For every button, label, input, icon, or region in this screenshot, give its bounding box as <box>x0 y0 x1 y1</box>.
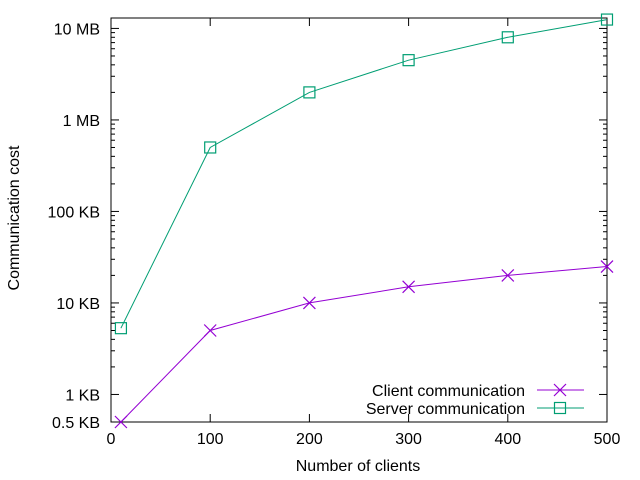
legend-label: Server communication <box>366 401 525 418</box>
y-tick-label: 0.5 KB <box>52 415 100 432</box>
data-point <box>501 268 515 282</box>
x-tick-label: 0 <box>107 431 116 448</box>
data-point <box>204 141 217 154</box>
x-axis-ticks: 0 100 200 300 400 500 <box>107 18 621 448</box>
x-tick-label: 500 <box>594 431 621 448</box>
x-tick-label: 400 <box>494 431 521 448</box>
data-point <box>402 280 416 294</box>
x-tick-label: 200 <box>296 431 323 448</box>
y-tick-label: 10 MB <box>54 21 100 38</box>
y-tick-label: 100 KB <box>48 204 100 221</box>
y-tick-label: 10 KB <box>56 296 100 313</box>
x-tick-label: 300 <box>395 431 422 448</box>
series-server <box>114 13 614 335</box>
data-point <box>303 86 316 99</box>
x-tick-label: 100 <box>197 431 224 448</box>
series-client <box>114 260 614 429</box>
x-axis-title: Number of clients <box>296 458 421 475</box>
data-point <box>203 324 217 337</box>
data-point <box>114 415 128 429</box>
data-point <box>600 260 614 273</box>
plot-border <box>110 17 608 423</box>
plot-frame <box>110 17 608 423</box>
y-tick-label: 1 MB <box>63 113 100 130</box>
data-point <box>302 296 316 310</box>
data-point <box>501 31 514 44</box>
data-point <box>600 13 614 26</box>
y-axis-title: Communication cost <box>6 145 23 291</box>
y-axis-ticks: 0.5 KB 1 KB 10 KB 100 KB 1 MB 10 MB <box>48 21 607 432</box>
legend-label: Client communication <box>372 383 525 400</box>
legend-swatch-marker <box>553 383 567 397</box>
series-line <box>120 266 608 423</box>
series-line <box>120 19 608 329</box>
data-point <box>114 322 128 335</box>
series-group <box>114 13 614 429</box>
data-point <box>402 54 415 67</box>
y-tick-label: 1 KB <box>65 387 100 404</box>
legend-swatch-marker <box>553 401 567 415</box>
